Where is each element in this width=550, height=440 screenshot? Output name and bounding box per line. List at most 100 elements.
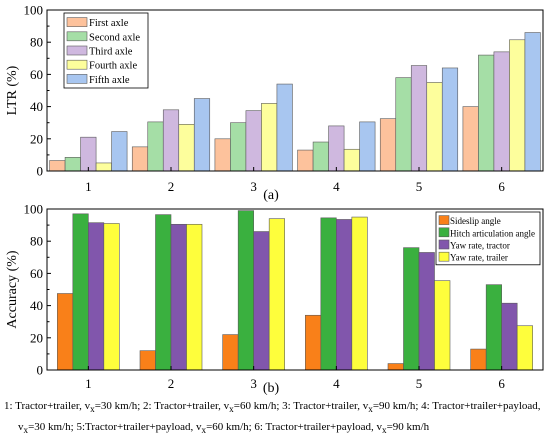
bar-1-s3-c0 [103, 223, 120, 371]
x-tick-label: 3 [250, 376, 257, 391]
bar-0-s0-c3 [297, 149, 314, 172]
legend-swatch [438, 227, 450, 238]
x-tick-label: 6 [498, 376, 505, 391]
bar-1-s3-c3 [351, 216, 368, 371]
x-tick-label: 1 [85, 376, 92, 391]
bar-0-s0-c5 [462, 106, 479, 172]
bar-1-s3-c2 [268, 218, 285, 371]
legend-swatch [438, 215, 450, 225]
bar-0-s3-c3 [343, 148, 360, 172]
bar-0-s3-c1 [178, 124, 195, 172]
bar-1-s1-c5 [485, 284, 502, 371]
bar-1-s1-c4 [403, 247, 420, 371]
bar-1-s3-c1 [186, 223, 203, 371]
legend-swatch [66, 59, 88, 70]
y-tick-label: 80 [30, 35, 43, 50]
bar-1-s2-c4 [418, 252, 435, 371]
bar-0-s1-c4 [395, 77, 412, 172]
caption-subscript: x [23, 425, 29, 436]
y-tick-label: 20 [30, 131, 43, 146]
bar-0-s1-c5 [478, 54, 495, 172]
y-axis-label: Accuracy (%) [5, 250, 20, 328]
bar-1-s0-c4 [387, 363, 404, 371]
caption-subscript: x [229, 404, 234, 415]
x-tick-label: 2 [168, 179, 175, 194]
legend-swatch [66, 17, 88, 27]
bar-0-s4-c0 [111, 131, 128, 172]
legend-label: Sideslip angle [450, 216, 501, 226]
x-tick-label: 4 [333, 376, 340, 391]
bar-1-s2-c3 [336, 219, 353, 371]
bar-1-s0-c5 [470, 348, 487, 371]
legend-swatch [66, 31, 88, 42]
bar-0-s0-c2 [214, 138, 231, 172]
y-tick-label: 60 [30, 67, 43, 82]
legend-box [435, 211, 541, 266]
caption-subscript: x [201, 425, 207, 436]
bar-0-s0-c1 [131, 146, 149, 172]
caption-text: =60 km/h; 3: Tractor+trailer, v [233, 400, 369, 412]
bar-0-s2-c2 [245, 110, 262, 172]
bar-0-s0-c0 [49, 160, 66, 172]
y-tick-label: 100 [24, 202, 44, 217]
bar-1-s0-c2 [222, 334, 239, 371]
caption-subscript: x [368, 404, 373, 415]
bar-0-s2-c3 [328, 125, 345, 172]
x-tick-label: 3 [250, 179, 257, 194]
bar-0-s1-c2 [230, 122, 247, 172]
caption-text: =90 km/h; 4: Tractor+trailer+payload, [372, 400, 541, 412]
caption-line-1: 1: Tractor+trailer, vx=30 km/h; 2: Tract… [4, 399, 548, 416]
bar-0-s1-c3 [312, 141, 329, 172]
panel-label: (a) [263, 188, 279, 203]
bar-1-s0-c0 [57, 293, 74, 371]
y-tick-label: 40 [30, 298, 43, 313]
bar-1-s2-c1 [170, 223, 187, 371]
bar-0-s3-c4 [426, 82, 443, 172]
y-axis-label: LTR (%) [5, 65, 20, 115]
y-tick-label: 60 [30, 266, 43, 281]
caption-text: v [18, 421, 24, 433]
bar-1-s1-c3 [320, 217, 337, 371]
y-tick-label: 80 [30, 234, 43, 249]
caption-text: =30 km/h; 2: Tractor+trailer, v [94, 400, 230, 412]
bar-1-s2-c2 [253, 231, 270, 371]
legend-label: First axle [89, 18, 129, 29]
bar-1-s3-c5 [516, 325, 533, 371]
panel-a-ltr-chart: 0 20 40 60 80 100 1 2 3 4 5 6 LTR (%) (a) First axle Se… [5, 3, 544, 203]
bar-1-s2-c0 [88, 222, 105, 371]
x-tick-label: 2 [168, 376, 175, 391]
bar-0-s4-c2 [276, 83, 293, 172]
legend-swatch [438, 251, 450, 262]
bar-0-s4-c1 [193, 98, 211, 172]
caption-text: 1: Tractor+trailer, v [4, 400, 91, 412]
legend-label: Second axle [89, 32, 140, 43]
legend-label: Hitch articulation angle [450, 228, 535, 238]
y-tick-label: 100 [24, 3, 44, 18]
bar-0-s2-c1 [162, 109, 180, 172]
y-tick-label: 0 [37, 164, 44, 179]
caption-text: =90 km/h [386, 421, 430, 433]
legend-label: Yaw rate, tractor [450, 241, 510, 251]
legend-label: Fourth axle [89, 61, 137, 72]
x-tick-label: 1 [85, 179, 92, 194]
bar-1-s0-c1 [139, 350, 156, 371]
bar-0-s4-c5 [524, 32, 541, 172]
bar-0-s1-c1 [147, 121, 164, 172]
bar-1-s2-c5 [501, 302, 518, 371]
bar-0-s4-c4 [441, 67, 459, 172]
bar-0-s4-c3 [359, 121, 376, 172]
caption-subscript: x [90, 404, 95, 415]
bar-0-s3-c0 [95, 162, 112, 172]
legend-swatch [66, 45, 88, 56]
bar-1-s3-c4 [434, 280, 451, 371]
bar-0-s1-c0 [64, 157, 81, 172]
y-tick-label: 20 [30, 330, 43, 345]
x-tick-label: 6 [498, 179, 505, 194]
x-tick-label: 4 [333, 179, 340, 194]
x-tick-label: 5 [416, 376, 423, 391]
bar-0-s2-c5 [493, 51, 510, 172]
panel-b-accuracy-chart: 0 20 40 60 80 100 1 2 3 4 5 6 Accuracy (%) (b) Sidesli… [5, 202, 544, 396]
bar-1-s1-c0 [72, 213, 89, 371]
bar-1-s0-c3 [305, 314, 322, 371]
